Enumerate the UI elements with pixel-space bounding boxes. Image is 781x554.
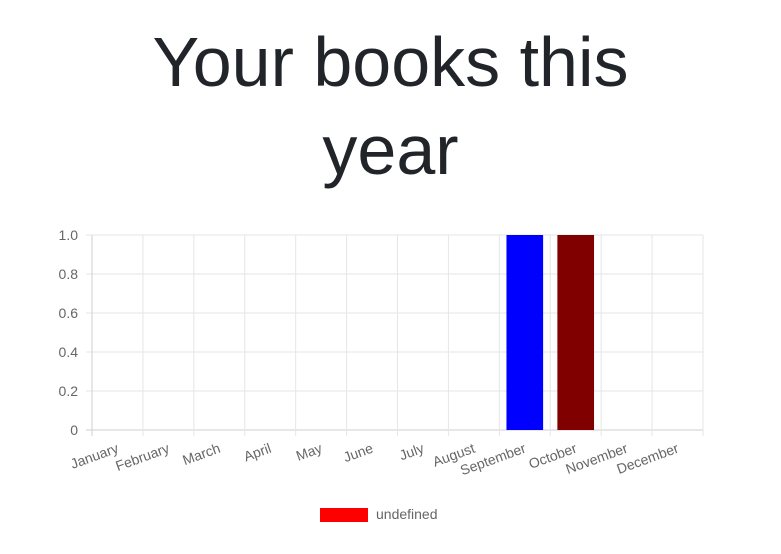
x-tick-label: June bbox=[341, 440, 375, 465]
grid-lines bbox=[86, 234, 704, 436]
x-tick-label: April bbox=[241, 440, 273, 465]
legend[interactable]: undefined bbox=[320, 506, 438, 522]
page-title-line-2: year bbox=[322, 111, 459, 189]
y-tick-label: 1.0 bbox=[59, 227, 79, 243]
bars bbox=[506, 235, 595, 430]
y-tick-label: 0.2 bbox=[59, 383, 79, 399]
y-tick-label: 0.8 bbox=[59, 266, 79, 282]
bar-september[interactable] bbox=[506, 235, 544, 430]
page-title-line-1: Your books this bbox=[152, 23, 629, 101]
x-tick-label: July bbox=[397, 440, 426, 464]
y-axis-ticks: 0 0.2 0.4 0.6 0.8 1.0 bbox=[59, 227, 79, 438]
x-tick-label: May bbox=[294, 440, 324, 464]
y-tick-label: 0.4 bbox=[59, 344, 79, 360]
y-tick-label: 0 bbox=[70, 422, 78, 438]
page-title: Your books this year bbox=[0, 18, 781, 194]
legend-swatch[interactable] bbox=[320, 508, 368, 522]
x-tick-label: March bbox=[180, 440, 222, 468]
y-tick-label: 0.6 bbox=[59, 305, 79, 321]
bar-october[interactable] bbox=[557, 235, 595, 430]
legend-label[interactable]: undefined bbox=[376, 506, 438, 522]
x-tick-label: January bbox=[68, 440, 120, 472]
x-tick-label: February bbox=[113, 440, 171, 474]
